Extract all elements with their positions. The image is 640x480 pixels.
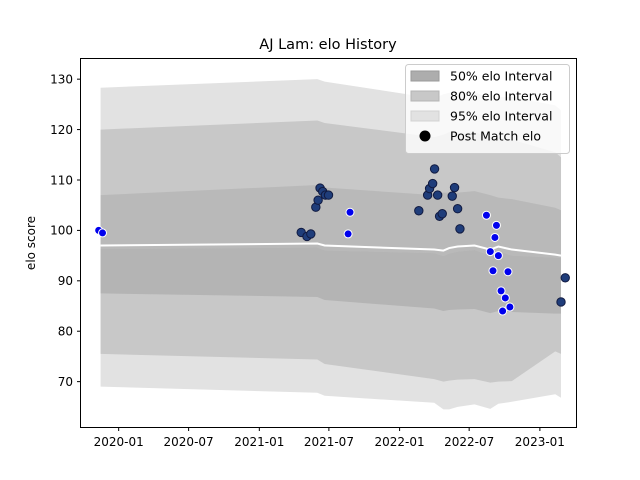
x-axis: 2020-01 2020-07 2021-01 2021-07 2022-01 2022-… xyxy=(94,427,565,449)
data-point xyxy=(343,229,353,239)
data-point xyxy=(427,178,438,189)
data-point xyxy=(449,182,460,193)
interval-bands xyxy=(100,79,562,410)
y-axis-label: elo score xyxy=(24,216,38,270)
data-point xyxy=(485,247,495,257)
y-tick-label: 110 xyxy=(50,173,73,187)
band-50 xyxy=(100,185,562,259)
chart-title: AJ Lam: elo History xyxy=(259,37,397,53)
legend-swatch xyxy=(410,110,440,122)
data-point xyxy=(432,190,443,200)
y-tick-label: 100 xyxy=(50,224,73,238)
y-tick-label: 70 xyxy=(58,375,73,389)
legend: 50% elo Interval 80% elo Interval 95% elo … xyxy=(405,64,570,154)
data-point xyxy=(505,302,515,312)
legend-swatch xyxy=(410,70,440,82)
legend-box xyxy=(405,64,570,154)
data-point xyxy=(98,228,108,238)
data-point xyxy=(345,207,355,217)
data-point xyxy=(488,266,498,276)
y-tick-label: 80 xyxy=(58,325,73,339)
data-point xyxy=(556,297,566,307)
data-point xyxy=(481,210,491,220)
data-point xyxy=(496,286,506,296)
legend-label: 50% elo Interval xyxy=(450,69,552,84)
x-tick-label: 2021-01 xyxy=(234,435,284,449)
y-tick-label: 130 xyxy=(50,72,73,86)
x-tick-label: 2022-01 xyxy=(375,435,425,449)
x-tick-label: 2020-01 xyxy=(94,435,144,449)
data-point xyxy=(560,273,570,283)
data-point xyxy=(455,224,465,234)
data-point xyxy=(452,204,463,214)
data-point xyxy=(498,306,508,316)
data-point xyxy=(493,251,503,261)
y-tick-label: 90 xyxy=(58,274,73,288)
x-tick-label: 2020-07 xyxy=(164,435,214,449)
data-point xyxy=(490,232,500,242)
data-point xyxy=(323,190,334,200)
legend-label: 80% elo Interval xyxy=(450,89,552,104)
legend-label: 95% elo Interval xyxy=(450,109,552,124)
mean-elo-line xyxy=(100,242,562,257)
data-point xyxy=(414,206,424,216)
data-point xyxy=(429,164,440,174)
data-point xyxy=(491,220,501,230)
post-match-points xyxy=(94,164,570,316)
data-point xyxy=(437,209,447,219)
data-point xyxy=(503,267,513,277)
y-axis: 70 80 90 100 110 120 130 xyxy=(50,72,81,389)
legend-label: Post Match elo xyxy=(450,129,541,144)
x-tick-label: 2023-01 xyxy=(515,435,565,449)
y-tick-label: 120 xyxy=(50,123,73,137)
band-50-lower xyxy=(100,247,562,314)
legend-swatch xyxy=(410,90,440,102)
data-point xyxy=(447,191,457,201)
data-point xyxy=(313,195,323,205)
data-point xyxy=(306,229,316,239)
x-tick-label: 2021-07 xyxy=(304,435,354,449)
legend-marker xyxy=(419,130,431,142)
mean-line xyxy=(100,242,562,257)
data-point xyxy=(500,293,510,303)
x-tick-label: 2022-07 xyxy=(444,435,494,449)
